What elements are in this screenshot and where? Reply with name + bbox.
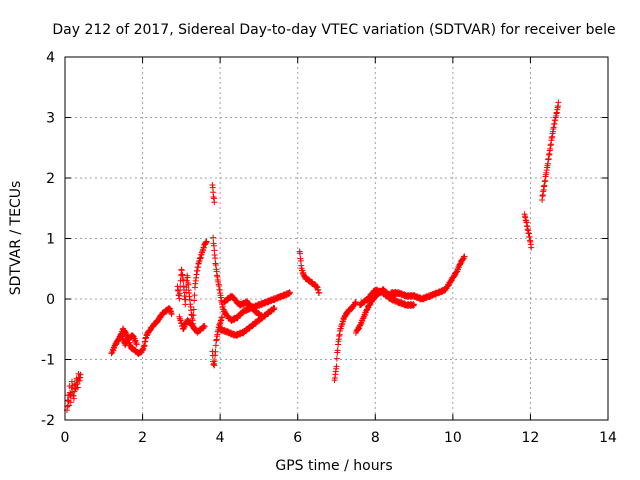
data-point	[271, 305, 278, 312]
y-tick-label: 2	[46, 171, 55, 187]
data-point	[74, 384, 81, 391]
y-tick-label: 3	[46, 111, 55, 127]
data-point	[133, 341, 140, 348]
data-point	[71, 388, 78, 395]
data-point	[286, 289, 293, 296]
data-point	[411, 302, 418, 309]
data-point	[210, 234, 217, 241]
data-point	[352, 299, 359, 306]
data-point	[333, 363, 340, 370]
data-point	[191, 292, 198, 299]
y-tick-label: 1	[46, 232, 55, 248]
data-point	[211, 199, 218, 206]
data-point	[67, 399, 74, 406]
data-point	[555, 99, 562, 106]
data-point	[77, 371, 84, 378]
data-point	[297, 250, 304, 257]
data-point	[176, 295, 183, 302]
x-tick-label: 0	[61, 430, 70, 446]
data-point	[201, 323, 208, 330]
data-point	[334, 347, 341, 354]
point-layer	[63, 99, 562, 414]
data-point	[203, 238, 210, 245]
chart-title: Day 212 of 2017, Sidereal Day-to-day VTE…	[52, 22, 615, 38]
plot-frame	[64, 56, 609, 421]
data-point	[190, 306, 197, 313]
data-point	[70, 395, 77, 402]
y-tick-label: 4	[46, 50, 55, 66]
y-tick-label: 0	[46, 292, 55, 308]
data-point	[461, 253, 468, 260]
data-point	[528, 244, 535, 251]
data-point	[333, 355, 340, 362]
x-tick-label: 10	[444, 430, 462, 446]
data-point	[191, 297, 198, 304]
data-point	[259, 314, 266, 321]
x-tick-label: 6	[293, 430, 302, 446]
y-axis-label: SDTVAR / TECUs	[8, 181, 24, 296]
data-point	[316, 289, 323, 296]
data-point	[219, 314, 226, 321]
data-point	[211, 358, 218, 365]
y-tick-label: -1	[41, 353, 55, 369]
x-tick-label: 12	[522, 430, 540, 446]
data-point	[212, 255, 219, 262]
data-point	[168, 311, 175, 318]
data-point	[212, 348, 219, 355]
x-tick-label: 2	[138, 430, 147, 446]
x-tick-label: 14	[599, 430, 617, 446]
x-tick-label: 8	[371, 430, 380, 446]
data-point	[185, 281, 192, 288]
data-point	[176, 290, 183, 297]
data-point	[65, 402, 72, 409]
y-tick-label: -2	[41, 413, 55, 429]
data-point	[184, 274, 191, 281]
data-point	[190, 312, 197, 319]
x-axis-label: GPS time / hours	[275, 458, 392, 474]
data-point	[177, 283, 184, 290]
x-tick-label: 4	[216, 430, 225, 446]
